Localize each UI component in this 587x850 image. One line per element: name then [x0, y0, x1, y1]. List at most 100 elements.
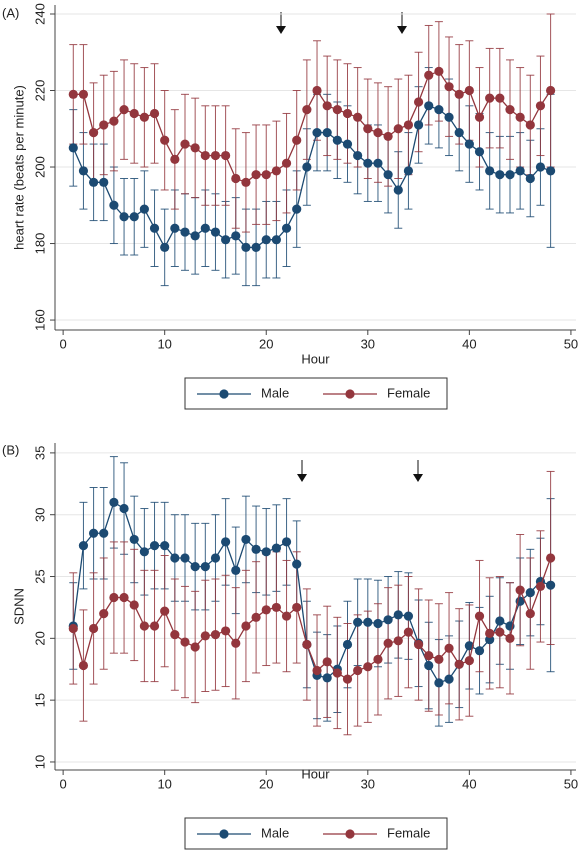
data-point: [434, 66, 444, 76]
data-point: [312, 665, 322, 676]
data-point: [546, 85, 556, 96]
data-point: [322, 673, 332, 683]
data-point: [149, 108, 160, 119]
data-point: [535, 101, 546, 111]
data-point: [180, 553, 190, 563]
y-tick-label: 15: [32, 693, 47, 707]
data-point: [292, 204, 302, 214]
y-tick-label: 220: [32, 80, 47, 102]
data-point: [485, 166, 495, 176]
data-point: [88, 177, 99, 187]
x-tick-label: 50: [564, 336, 578, 351]
data-point: [464, 85, 474, 96]
data-point: [68, 623, 78, 634]
data-point: [200, 562, 210, 572]
data-point: [241, 534, 251, 545]
data-point: [353, 150, 363, 161]
data-point: [281, 223, 292, 233]
legend-marker: [345, 389, 355, 399]
data-point: [454, 89, 464, 99]
data-point: [403, 166, 414, 176]
legend-label: Female: [387, 825, 430, 840]
data-point: [190, 231, 200, 241]
data-point: [231, 173, 241, 184]
data-point: [210, 630, 221, 640]
data-point: [464, 655, 474, 666]
data-point: [99, 120, 109, 130]
data-point: [119, 503, 129, 514]
data-point: [546, 580, 556, 590]
data-point: [495, 627, 505, 637]
data-point: [525, 173, 535, 184]
data-point: [210, 150, 221, 161]
data-point: [342, 108, 353, 119]
data-point: [424, 101, 434, 111]
data-point: [312, 127, 322, 138]
data-point: [170, 154, 180, 164]
data-point: [383, 131, 393, 142]
data-point: [403, 627, 414, 637]
data-point: [495, 170, 505, 180]
data-point: [353, 665, 363, 676]
data-point: [434, 105, 444, 115]
data-point: [485, 628, 495, 638]
data-point: [251, 170, 261, 180]
data-point: [261, 547, 271, 557]
data-point: [373, 158, 383, 168]
data-point: [424, 70, 434, 80]
data-point: [170, 553, 180, 563]
data-point: [200, 223, 210, 233]
data-point: [363, 617, 373, 627]
x-axis-label: Hour: [301, 351, 330, 366]
panel-label: (A): [2, 5, 19, 20]
data-point: [231, 231, 241, 241]
data-point: [525, 120, 535, 130]
y-tick-label: 30: [32, 507, 47, 521]
data-point: [424, 660, 434, 671]
data-point: [464, 139, 474, 149]
data-point: [525, 609, 535, 619]
x-tick-label: 0: [60, 776, 67, 791]
data-point: [251, 612, 261, 622]
data-point: [546, 553, 556, 563]
y-tick-label: 200: [32, 156, 47, 178]
data-point: [109, 200, 119, 210]
data-point: [160, 135, 170, 145]
data-point: [353, 617, 363, 627]
data-point: [444, 82, 454, 92]
data-point: [302, 639, 312, 650]
x-tick-label: 30: [361, 776, 375, 791]
data-point: [139, 621, 149, 631]
data-point: [160, 606, 170, 616]
data-point: [271, 543, 281, 553]
y-tick-label: 25: [32, 569, 47, 583]
data-point: [424, 651, 434, 661]
data-point: [271, 166, 281, 176]
data-point: [241, 177, 251, 187]
data-point: [454, 127, 464, 138]
data-point: [251, 242, 261, 252]
data-point: [332, 668, 342, 678]
data-point: [373, 618, 383, 629]
x-tick-label: 40: [462, 336, 476, 351]
data-point: [261, 605, 271, 615]
data-point: [373, 127, 383, 138]
data-point: [474, 611, 485, 621]
data-point: [434, 654, 444, 664]
data-point: [342, 674, 353, 684]
data-point: [78, 541, 89, 551]
data-point: [525, 587, 535, 598]
data-point: [119, 212, 129, 222]
data-point: [281, 158, 292, 168]
x-tick-label: 20: [259, 776, 273, 791]
data-point: [322, 657, 332, 667]
data-point: [149, 541, 160, 551]
x-tick-label: 30: [361, 336, 375, 351]
data-point: [363, 158, 373, 168]
y-tick-label: 20: [32, 631, 47, 645]
data-point: [322, 127, 332, 138]
data-point: [180, 139, 190, 149]
data-point: [261, 235, 271, 245]
data-point: [221, 150, 231, 161]
